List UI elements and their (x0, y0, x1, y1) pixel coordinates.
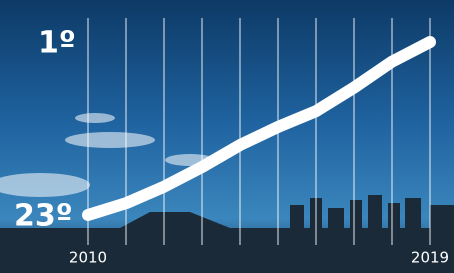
x-tick-label: 2019 (411, 249, 449, 267)
x-tick-label: 2010 (69, 249, 107, 267)
y-tick-label: 23º (14, 199, 73, 234)
page: 23º1º20102019 (() => { const data = JSON… (0, 0, 454, 273)
y-tick-label: 1º (38, 26, 76, 61)
chart: 23º 1º 2010 2019 (0, 0, 454, 273)
